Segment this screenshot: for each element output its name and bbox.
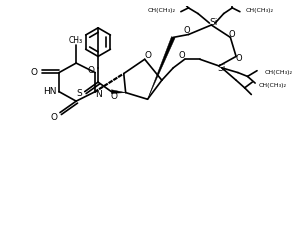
Polygon shape — [111, 90, 126, 93]
Text: O: O — [183, 26, 190, 35]
Text: O: O — [144, 51, 151, 60]
Polygon shape — [148, 37, 175, 99]
Text: CH(CH₃)₂: CH(CH₃)₂ — [246, 8, 273, 13]
Text: O: O — [178, 51, 185, 60]
Text: CH(CH₃)₂: CH(CH₃)₂ — [259, 83, 287, 89]
Text: Si: Si — [209, 18, 217, 27]
Text: HN: HN — [43, 87, 56, 96]
Text: O: O — [236, 54, 242, 63]
Text: O: O — [88, 66, 95, 75]
Text: S: S — [76, 89, 82, 98]
Text: Si: Si — [218, 64, 226, 73]
Text: O: O — [31, 68, 38, 77]
Text: CH(CH₃)₂: CH(CH₃)₂ — [148, 8, 176, 13]
Text: O: O — [229, 30, 236, 39]
Text: O: O — [111, 92, 118, 101]
Text: O: O — [51, 113, 58, 122]
Text: N: N — [95, 90, 101, 99]
Text: CH₃: CH₃ — [69, 36, 83, 45]
Text: CH(CH₃)₂: CH(CH₃)₂ — [265, 70, 293, 75]
